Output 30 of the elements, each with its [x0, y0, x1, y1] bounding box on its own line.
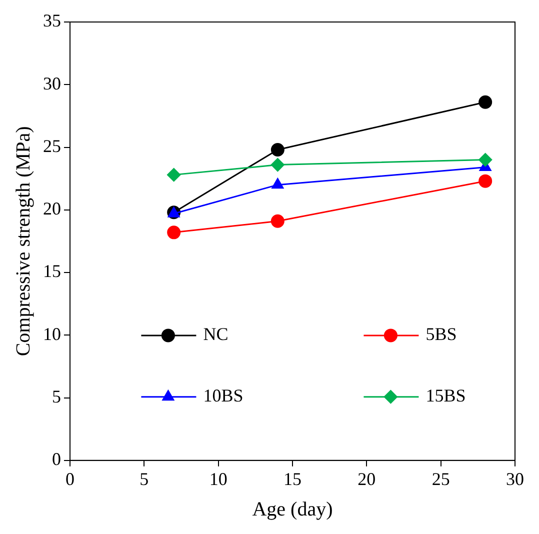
- y-tick-label: 10: [43, 324, 61, 344]
- point: [167, 226, 181, 240]
- y-tick-label: 30: [43, 73, 61, 94]
- x-tick-label: 30: [506, 468, 524, 489]
- point: [270, 158, 284, 172]
- x-tick-label: 5: [140, 468, 149, 489]
- y-tick-label: 25: [43, 136, 61, 156]
- y-axis-title: Compressive strength (MPa): [12, 126, 34, 356]
- point: [270, 214, 284, 228]
- point: [272, 178, 284, 189]
- x-axis-title: Age (day): [252, 498, 333, 520]
- point: [478, 153, 492, 167]
- x-tick-label: 20: [358, 468, 376, 489]
- point: [167, 168, 181, 182]
- x-tick-label: 10: [209, 468, 228, 489]
- legend-label: 5BS: [426, 324, 457, 344]
- y-tick-label: 5: [52, 386, 61, 407]
- y-tick-label: 20: [43, 198, 61, 219]
- point: [270, 143, 284, 157]
- point: [478, 95, 492, 109]
- legend-label: 15BS: [426, 386, 466, 406]
- legend-label: 10BS: [203, 386, 244, 406]
- y-tick-label: 35: [43, 10, 61, 31]
- y-tick-label: 15: [43, 261, 61, 282]
- legend-label: NC: [203, 324, 228, 344]
- x-tick-label: 25: [432, 468, 450, 489]
- point: [478, 174, 492, 188]
- x-tick-label: 15: [284, 468, 302, 489]
- y-tick-label: 0: [52, 449, 61, 470]
- x-tick-label: 0: [66, 468, 74, 489]
